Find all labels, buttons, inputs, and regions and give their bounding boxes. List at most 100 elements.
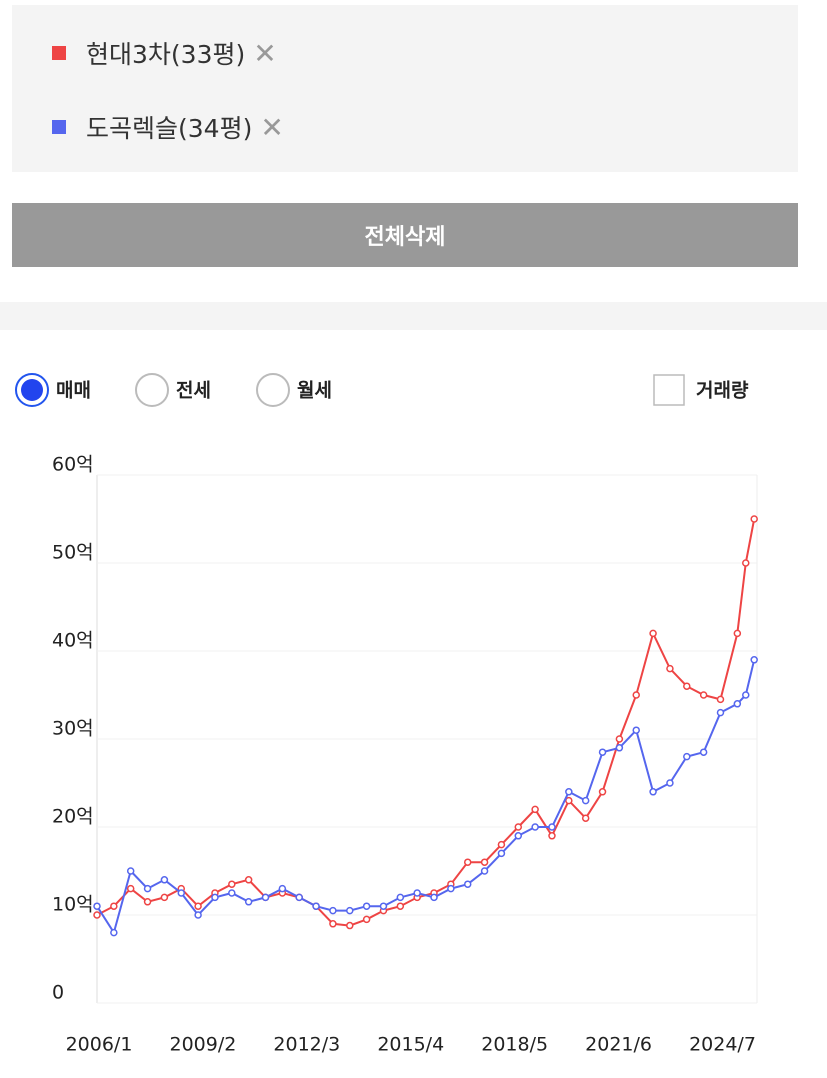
point (531, 805, 539, 814)
point (615, 735, 624, 743)
point (632, 691, 640, 699)
point (126, 884, 135, 893)
point (244, 898, 253, 906)
y-tick-label: 30억 (52, 718, 94, 740)
checkbox[interactable] (653, 374, 685, 406)
series-line (96, 659, 756, 936)
point (463, 880, 472, 888)
point (126, 867, 135, 875)
point (649, 629, 657, 638)
point (581, 796, 590, 805)
point (649, 788, 657, 796)
point (228, 880, 236, 888)
point (177, 889, 186, 897)
x-tick-label: 2006/1 (66, 1034, 133, 1056)
point (379, 902, 388, 910)
point (514, 823, 523, 831)
point (447, 884, 455, 893)
remove-icon[interactable]: ✕ (253, 36, 277, 70)
point (497, 849, 506, 858)
point (683, 752, 691, 761)
delete-all-button[interactable]: 전체삭제 (12, 203, 798, 267)
point (110, 928, 118, 937)
tab-label: 월세 (297, 380, 332, 402)
legend-swatch (52, 46, 66, 60)
point (565, 788, 573, 796)
point (346, 906, 354, 915)
point (666, 779, 674, 787)
point (742, 559, 750, 567)
remove-icon[interactable]: ✕ (260, 110, 284, 144)
series-line (96, 518, 756, 927)
radio[interactable] (256, 373, 290, 407)
y-tick-label: 10억 (52, 894, 94, 916)
y-tick-label: 40억 (52, 630, 94, 652)
chart: 매매 전세 월세 거래량 0 10억 20억 30억 40억 50억 60억 2006/1 2009/2… (15, 373, 758, 1056)
point (531, 823, 539, 831)
point (143, 884, 152, 893)
legend-label: 현대3차(33평) (86, 40, 246, 69)
point (362, 902, 371, 910)
legend-swatch (52, 120, 66, 134)
point (733, 700, 742, 708)
point (93, 902, 101, 910)
x-tick-label: 2012/3 (273, 1034, 340, 1056)
point (110, 902, 118, 910)
point (244, 876, 253, 884)
point (362, 915, 371, 924)
point (93, 911, 101, 919)
x-tick-label: 2021/6 (585, 1034, 652, 1056)
point (750, 515, 758, 523)
point (143, 898, 152, 906)
point (329, 906, 337, 915)
legend-item: 현대3차(33평) ✕ (52, 35, 277, 71)
point (497, 840, 506, 849)
separator (0, 302, 827, 330)
point (160, 893, 169, 902)
x-tick-label: 2009/2 (169, 1034, 236, 1056)
point (480, 867, 489, 875)
point (396, 902, 405, 910)
point (160, 876, 169, 884)
y-tick-label: 50억 (52, 542, 94, 564)
point (699, 691, 708, 699)
point (632, 726, 640, 734)
point (615, 744, 624, 752)
point (312, 902, 320, 910)
tab-label: 매매 (56, 380, 91, 402)
point (278, 884, 287, 893)
point (228, 889, 236, 897)
point (329, 920, 337, 928)
point (430, 893, 438, 902)
legend-box: 현대3차(33평) ✕ 도곡렉슬(34평) ✕ (12, 5, 798, 172)
point (480, 858, 489, 866)
point (548, 832, 556, 840)
point (194, 911, 202, 919)
point (598, 788, 607, 796)
point (295, 893, 303, 902)
point (565, 796, 573, 805)
radio[interactable] (135, 373, 169, 407)
point (194, 902, 202, 910)
checkbox-label: 거래량 (696, 380, 749, 402)
radio-dot (21, 379, 43, 401)
point (514, 832, 523, 840)
point (346, 921, 354, 930)
point (598, 748, 607, 756)
tab-label: 전세 (176, 380, 211, 402)
point (211, 893, 219, 902)
y-tick-label: 60억 (52, 454, 94, 476)
y-tick-label: 20억 (52, 806, 94, 828)
legend-label: 도곡렉슬(34평) (86, 114, 253, 143)
point (683, 682, 691, 690)
point (733, 629, 742, 638)
point (699, 748, 708, 756)
y-tick-label: 0 (52, 982, 64, 1004)
point (581, 814, 590, 822)
point (548, 823, 556, 831)
point (716, 695, 725, 704)
point (396, 893, 405, 902)
point (750, 656, 758, 664)
point (666, 664, 674, 673)
